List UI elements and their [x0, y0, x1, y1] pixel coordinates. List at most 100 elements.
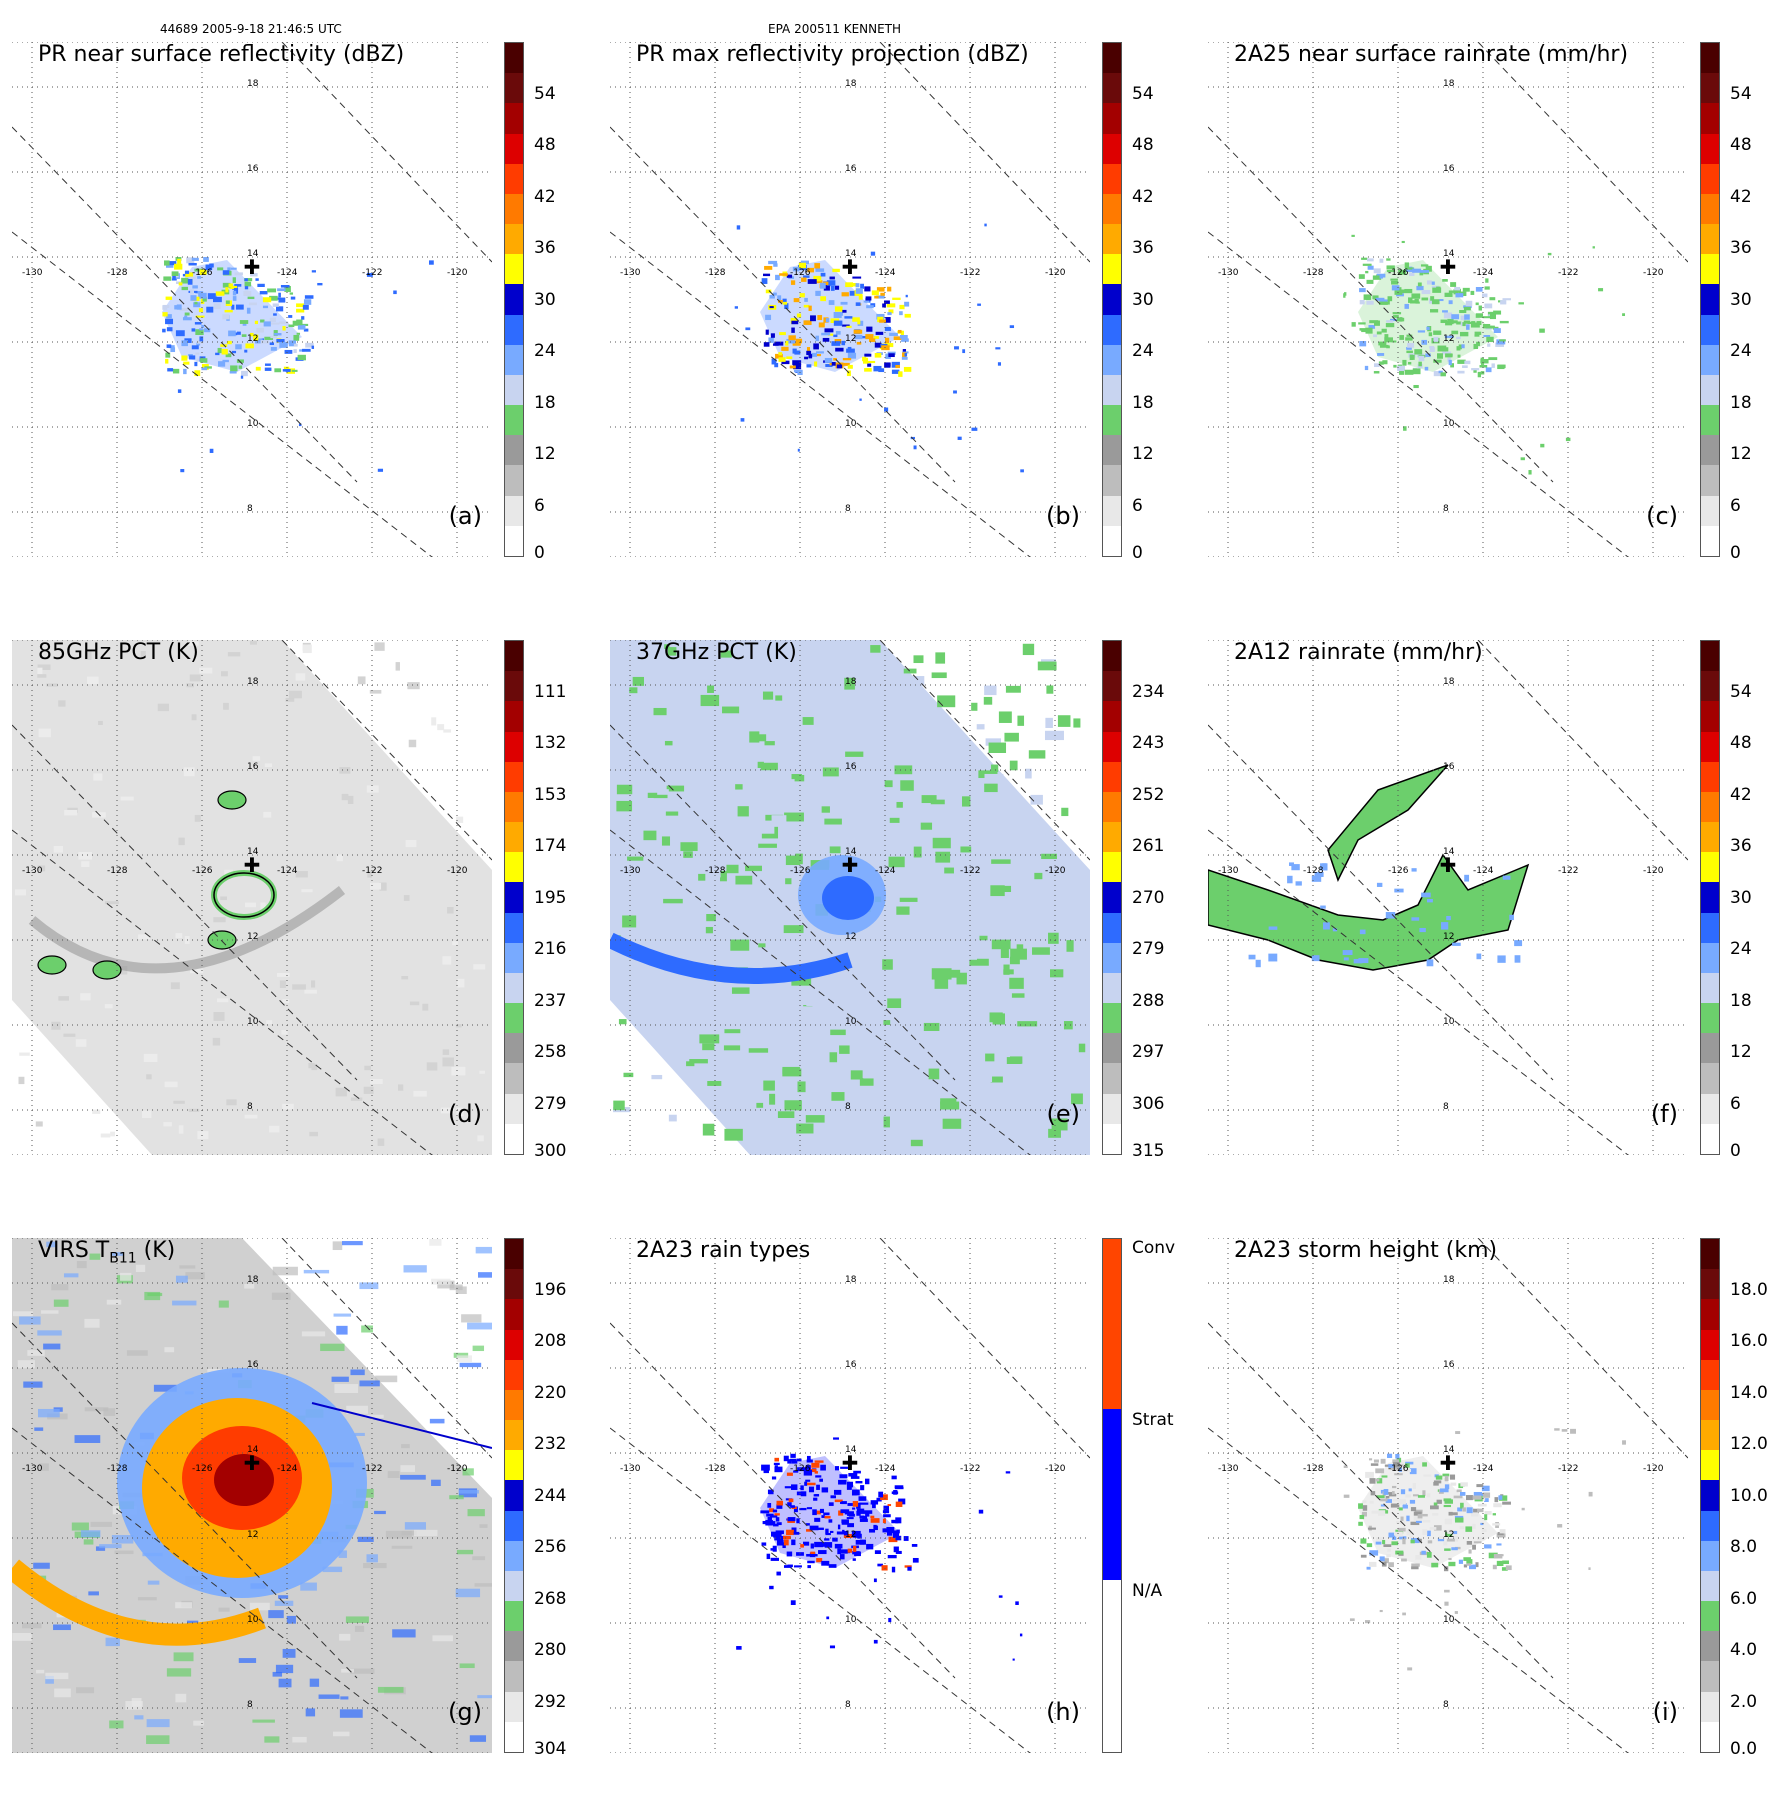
panel-title: 2A23 rain types: [636, 1238, 810, 1263]
panel-a: ✚ -130 -128 -126 -124 -122 -120 18 16 14 12 10 8 PR n…: [12, 42, 582, 602]
colorbar-tick-label: 48: [534, 135, 556, 156]
lat-label: 10: [247, 1017, 259, 1027]
colorbar-tick-label: 279: [1132, 939, 1165, 960]
panel-title: 37GHz PCT (K): [636, 640, 797, 665]
colorbar-segment: [1701, 671, 1719, 702]
colorbar-segment: [1103, 822, 1121, 853]
colorbar: [1102, 42, 1122, 557]
map-svg: ✚: [610, 640, 1090, 1155]
lat-label: 12: [1443, 932, 1455, 942]
colorbar-tick-label: 54: [1730, 84, 1752, 104]
lat-label: 16: [845, 1360, 857, 1370]
lon-label: -122: [960, 866, 981, 876]
colorbar-segment: [1103, 133, 1121, 164]
colorbar-tick-label: 292: [534, 1691, 567, 1712]
map-svg: ✚: [1208, 1238, 1688, 1753]
lon-label: -126: [790, 268, 811, 278]
colorbar-tick-label: 153: [534, 784, 567, 805]
colorbar-segment: [505, 731, 523, 762]
colorbar-tick-label: 0.0: [1730, 1739, 1758, 1759]
colorbar-tick-label: 216: [534, 939, 567, 960]
colorbar-segment: [1103, 1003, 1121, 1034]
colorbar-tick-label: 24: [1132, 341, 1154, 362]
panel-title-text: PR near surface reflectivity (dBZ): [38, 42, 405, 67]
colorbar-segment: [1701, 73, 1719, 104]
lon-label: -122: [1558, 268, 1579, 278]
colorbar-segment: [1701, 1450, 1719, 1481]
colorbar-tick-label: 48: [1730, 135, 1752, 156]
colorbar-tick-label: 234: [1132, 682, 1165, 702]
colorbar-segment: [505, 1510, 523, 1541]
colorbar-segment: [1103, 1239, 1121, 1410]
colorbar-segment: [1103, 465, 1121, 496]
colorbar-tick-label: 195: [534, 887, 567, 908]
lon-label: -126: [790, 866, 811, 876]
lat-label: 12: [1443, 334, 1455, 344]
colorbar-segment: [505, 495, 523, 526]
lon-label: -124: [875, 866, 896, 876]
colorbar-segment: [1103, 163, 1121, 194]
panel-title-text: 85GHz PCT (K): [38, 640, 199, 665]
lon-label: -122: [1558, 1464, 1579, 1474]
lat-label: 14: [247, 1445, 259, 1455]
map-svg: ✚: [12, 640, 492, 1155]
lat-label: 12: [247, 334, 259, 344]
colorbar-segment: [1103, 761, 1121, 792]
lat-label: 18: [247, 79, 259, 89]
colorbar-segment: [505, 1570, 523, 1602]
lon-label: -130: [22, 268, 43, 278]
lat-label: 8: [247, 504, 253, 514]
colorbar-segment: [505, 852, 523, 883]
panel-g: ✚ -130 -128 -126 -124 -122 -120 18 16 14 12 10 8 VIRS…: [12, 1238, 582, 1798]
lon-label: -130: [1218, 268, 1239, 278]
lon-label: -130: [1218, 1464, 1239, 1474]
colorbar-segment: [1701, 1093, 1719, 1124]
colorbar-tick-label: 252: [1132, 784, 1165, 805]
colorbar-tick-label: 6: [1132, 495, 1143, 516]
colorbar-segment: [505, 1299, 523, 1330]
colorbar-segment: [1701, 1631, 1719, 1662]
lon-label: -120: [447, 268, 468, 278]
lat-label: 10: [247, 419, 259, 429]
colorbar-tick-label: 2.0: [1730, 1691, 1758, 1712]
colorbar-tick-label: 288: [1132, 990, 1165, 1011]
lon-label: -122: [960, 1464, 981, 1474]
colorbar-tick-label: 256: [534, 1537, 567, 1558]
storm-center-marker: ✚: [244, 853, 261, 877]
colorbar-segment: [505, 1003, 523, 1034]
lat-label: 16: [1443, 164, 1455, 174]
colorbar-tick-label: 36: [1132, 238, 1154, 259]
colorbar-segment: [1701, 103, 1719, 134]
colorbar-segment: [505, 791, 523, 823]
storm-center-marker: ✚: [842, 853, 859, 877]
colorbar: [1102, 1238, 1122, 1753]
colorbar: [504, 42, 524, 557]
colorbar-segment: [1701, 1239, 1719, 1270]
colorbar-segment: [505, 1631, 523, 1662]
panel-e: ✚ -130 -128 -126 -124 -122 -120 18 16 14 12 10 8 37GH…: [610, 640, 1180, 1200]
lon-label: -130: [22, 1464, 43, 1474]
colorbar-segment: [1103, 374, 1121, 406]
colorbar-segment: [1701, 882, 1719, 913]
colorbar-tick-label: 30: [1730, 289, 1752, 310]
panel-label: (d): [448, 1100, 482, 1128]
colorbar-tick-label: 10.0: [1730, 1485, 1768, 1506]
colorbar-segment: [1701, 193, 1719, 225]
panel-i: ✚ -130 -128 -126 -124 -122 -120 18 16 14 12 10 8 2A23…: [1208, 1238, 1771, 1798]
panel-title: VIRS TB11 (K): [38, 1238, 175, 1266]
colorbar-tick-label: N/A: [1132, 1581, 1163, 1601]
panel-c: ✚ -130 -128 -126 -124 -122 -120 18 16 14 12 10 8 2A25…: [1208, 42, 1771, 602]
lat-label: 16: [845, 762, 857, 772]
colorbar-segment: [505, 1691, 523, 1722]
colorbar-segment: [1103, 405, 1121, 436]
colorbar-segment: [505, 1661, 523, 1692]
lon-label: -130: [620, 1464, 641, 1474]
lon-label: -122: [960, 268, 981, 278]
colorbar-tick-label: 36: [1730, 238, 1752, 259]
lon-label: -126: [192, 866, 213, 876]
colorbar-segment: [505, 133, 523, 164]
lat-label: 8: [247, 1700, 253, 1710]
colorbar-segment: [1103, 641, 1121, 672]
lat-label: 14: [1443, 847, 1455, 857]
panel-title: 2A25 near surface rainrate (mm/hr): [1234, 42, 1628, 67]
